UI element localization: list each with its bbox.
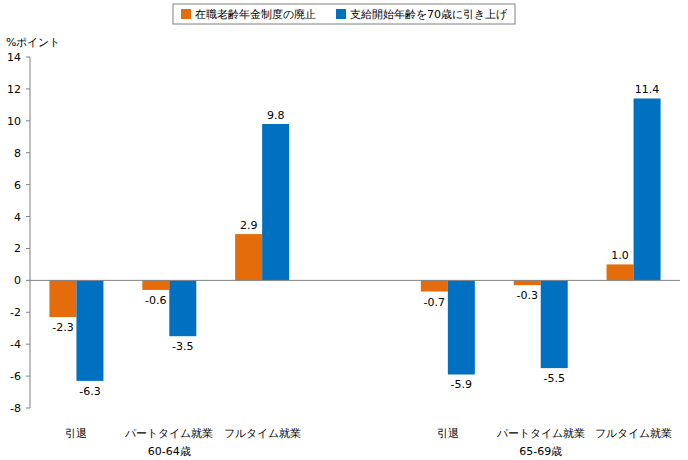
y-tick	[26, 120, 30, 121]
data-label: -6.3	[79, 385, 100, 398]
y-tick	[26, 376, 30, 377]
data-label: -5.5	[543, 372, 564, 385]
bar	[421, 280, 448, 291]
bar	[235, 234, 262, 280]
y-tick-label: -6	[10, 370, 21, 383]
x-tick-label: フルタイム就業	[595, 427, 672, 440]
y-tick	[26, 57, 30, 58]
y-tick	[26, 248, 30, 249]
data-label: -3.5	[172, 340, 193, 353]
x-tick-label: 引退	[65, 427, 87, 440]
bar	[541, 280, 568, 368]
y-tick	[26, 280, 30, 281]
y-tick	[26, 216, 30, 217]
y-tick-label: 10	[7, 115, 21, 128]
group-label: 65-69歳	[519, 445, 562, 458]
y-tick	[26, 344, 30, 345]
y-axis-line	[30, 57, 31, 408]
y-tick	[26, 184, 30, 185]
legend-label: 支給開始年齢を70歳に引き上げ	[350, 8, 508, 21]
x-tick-label: 引退	[437, 427, 459, 440]
data-label: 11.4	[635, 83, 660, 96]
data-label: 9.8	[267, 109, 285, 122]
legend-label: 在職老齢年金制度の廃止	[195, 8, 316, 21]
data-label: -2.3	[52, 321, 73, 334]
bar	[262, 124, 289, 280]
x-axis-line	[30, 280, 680, 281]
y-axis-label: %ポイント	[6, 36, 60, 49]
y-tick-label: 6	[14, 179, 21, 192]
bar	[169, 280, 196, 336]
bar	[514, 280, 541, 285]
bar	[49, 280, 76, 317]
legend-swatch	[336, 9, 346, 19]
legend-swatch	[181, 9, 191, 19]
data-label: 2.9	[240, 219, 258, 232]
chart: %ポイント-8-6-4-202468101214-2.3-0.62.9-0.7-…	[0, 0, 688, 460]
group-label: 60-64歳	[148, 445, 191, 458]
y-tick	[26, 408, 30, 409]
x-tick-label: パートタイム就業	[124, 427, 213, 440]
data-label: -0.3	[516, 289, 537, 302]
y-tick-label: -4	[10, 338, 21, 351]
bar	[607, 264, 634, 280]
x-tick-label: フルタイム就業	[224, 427, 301, 440]
data-labels: -2.3 -0.6 2.9 -0.7 -0.3 1.0 -6.3 -3.5 9.8 -5.9 -5.…	[52, 83, 659, 397]
legend-box	[173, 4, 515, 24]
y-tick-label: 12	[7, 83, 21, 96]
x-tick-label: パートタイム就業	[496, 427, 585, 440]
bar	[634, 98, 661, 280]
data-label: -0.7	[424, 296, 445, 309]
data-label: -0.6	[145, 294, 166, 307]
y-tick-label: -8	[10, 402, 21, 415]
y-tick-label: 8	[14, 147, 21, 160]
y-tick	[26, 152, 30, 153]
y-tick-label: 0	[14, 274, 21, 287]
y-tick	[26, 88, 30, 89]
y-tick	[26, 312, 30, 313]
bar	[76, 280, 103, 381]
bar	[448, 280, 475, 374]
y-tick-label: 2	[14, 242, 21, 255]
bars	[49, 98, 660, 380]
data-label: 1.0	[611, 249, 629, 262]
bar	[142, 280, 169, 290]
legend: 在職老齢年金制度の廃止 支給開始年齢を70歳に引き上げ	[173, 4, 515, 24]
data-label: -5.9	[451, 378, 472, 391]
y-tick-label: -2	[10, 306, 21, 319]
y-tick-label: 14	[7, 51, 21, 64]
y-tick-label: 4	[14, 211, 21, 224]
